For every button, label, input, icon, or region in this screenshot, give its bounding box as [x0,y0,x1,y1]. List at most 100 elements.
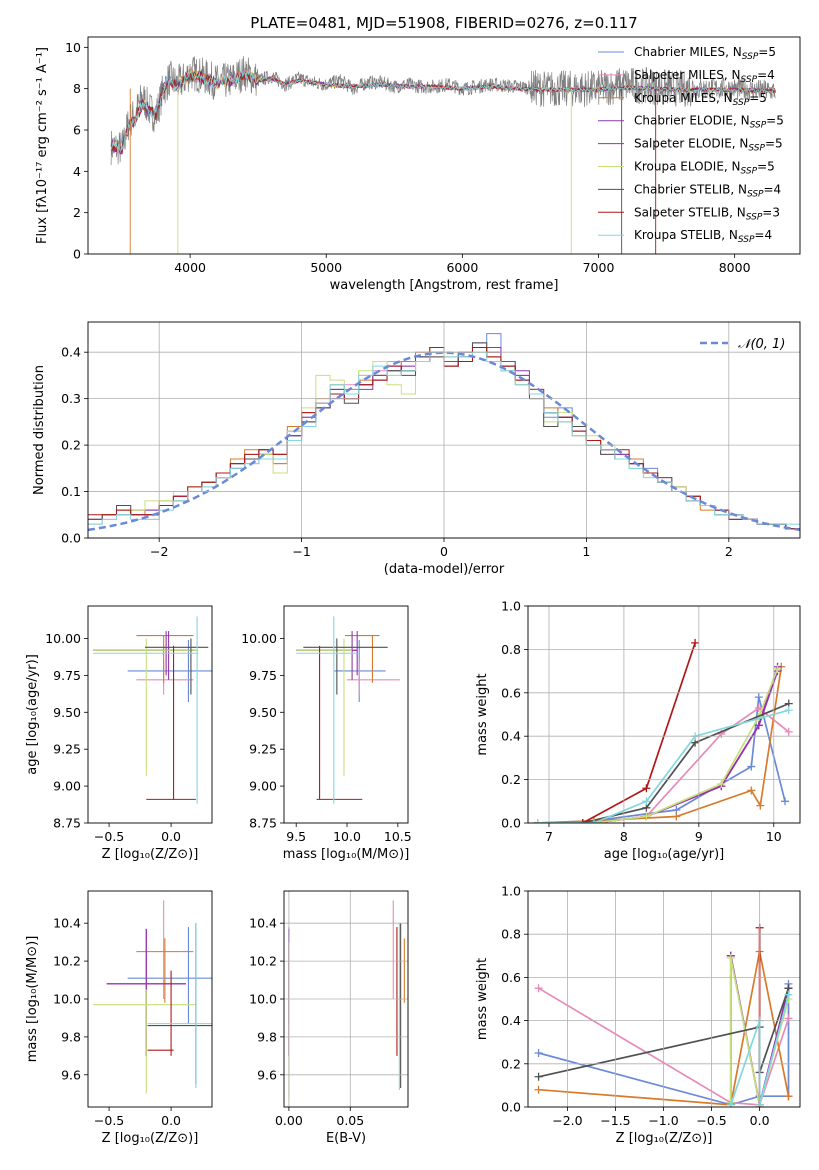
legend-entry: Kroupa ELODIE, NSSP=5 [634,160,775,177]
y-axis-label: mass weight [475,673,490,755]
x-tick-label: 4000 [174,260,206,275]
x-tick-label: −1 [292,544,310,559]
series-line-salpeter-stelib [582,642,696,823]
data-point-marker [691,638,700,647]
data-point-marker [534,1072,543,1081]
y-tick-label: 9.8 [61,1029,81,1044]
plot-area-massweight_vs_age [533,638,793,823]
axes-frame [527,890,801,1108]
legend-tail: =4 [757,68,775,82]
legend-text: Chabrier ELODIE, N [634,114,750,128]
y-tick-label: 1.0 [501,599,521,614]
data-point-marker [578,819,587,823]
x-tick-label: 0.0 [161,1113,181,1128]
x-tick-label: 5000 [310,260,342,275]
axes-frame [87,890,213,1108]
legend-sub: SSP [741,167,758,177]
x-tick-label: 8 [620,829,628,844]
y-tick-label: 10.00 [241,631,277,646]
legend-tail: =5 [758,45,776,59]
axes-age_vs_mass: 9.5 10.0 10.5 8.75 9.00 9.25 9.50 9.75 10.00 mass… [241,605,412,862]
legend-text: Chabrier STELIB, N [634,182,747,196]
legend-entry: Chabrier STELIB, NSSP=4 [634,182,781,199]
y-tick-label: 0.8 [501,927,521,942]
x-tick-label: 0.00 [275,1113,303,1128]
legend-text: Kroupa MILES, N [634,91,733,105]
x-tick-label: −2 [150,544,168,559]
data-point-marker [756,801,765,810]
x-tick-label: 0.0 [750,1113,770,1128]
y-tick-label: 0.6 [501,685,521,700]
x-axis-label: Z [log₁₀(Z/Z⊙)] [102,847,199,862]
y-tick-label: 9.00 [53,779,81,794]
data-point-marker [773,664,782,673]
y-tick-label: 9.25 [249,742,277,757]
data-point-marker [589,819,598,823]
data-point-marker [642,784,651,793]
legend-tail: =4 [764,182,782,196]
data-point-marker [784,990,793,999]
y-tick-label: 10.0 [53,992,81,1007]
y-tick-label: 4 [73,164,81,179]
model-line-kroupa-stelib [110,69,776,152]
y-tick-label: 1.0 [501,884,521,899]
axes-frame [87,605,213,824]
axes-frame [527,605,801,824]
legend-tail: =5 [757,160,775,174]
y-tick-label: 8.75 [249,816,277,831]
legend-text: Kroupa STELIB, N [634,228,738,242]
x-tick-label: 8000 [719,260,751,275]
data-point-marker [642,797,651,806]
x-axis-label: mass [log₁₀(M/M⊙)] [283,847,410,862]
x-tick-label: 10.0 [333,829,361,844]
legend-text: Chabrier MILES, N [634,45,742,59]
y-tick-label: 0.0 [61,531,81,546]
y-tick-label: 9.00 [249,779,277,794]
legend-sub: SSP [738,235,755,245]
plot-area-mass_vs_Z [92,900,212,1094]
y-tick-label: 9.6 [257,1067,277,1082]
data-point-marker [784,727,793,736]
legend-sub: SSP [733,98,750,108]
y-tick-label: 9.8 [257,1029,277,1044]
legend-entry: Salpeter STELIB, NSSP=3 [634,205,780,222]
legend-entry: Kroupa STELIB, NSSP=4 [634,228,772,245]
y-tick-label: 9.75 [249,668,277,683]
data-point-marker [754,693,763,702]
x-tick-label: −1.0 [648,1113,678,1128]
y-tick-label: 9.75 [53,668,81,683]
x-tick-label: 0.05 [336,1113,364,1128]
plot-area-age_vs_Z [92,616,212,804]
y-tick-label: 10 [65,40,81,55]
y-axis-label: Normed distribution [32,365,47,495]
y-tick-label: 10.4 [249,916,277,931]
y-tick-label: 0.0 [501,1100,521,1115]
x-tick-label: 0.0 [161,829,181,844]
chart-title: PLATE=0481, MJD=51908, FIBERID=0276, z=0… [250,14,637,32]
y-tick-label: 0.0 [501,816,521,831]
y-tick-label: 10.4 [53,916,81,931]
legend-text: Salpeter STELIB, N [634,205,746,219]
data-point-marker [726,1100,735,1107]
y-axis-label: Flux [fλ10⁻¹⁷ erg cm⁻² s⁻¹ A⁻¹] [35,47,50,244]
y-tick-label: 9.6 [61,1067,81,1082]
axes-residuals: −2 −1 0 1 2 0.0 0.1 0.2 0.3 0.4 (data-model)/error… [32,321,801,577]
x-tick-label: 6000 [446,260,478,275]
y-tick-label: 9.25 [53,742,81,757]
y-tick-label: 0.3 [61,391,81,406]
y-axis-label: mass weight [475,958,490,1040]
y-tick-label: 10.00 [45,631,81,646]
legend-tail: =3 [762,205,780,219]
data-point-marker [747,762,756,771]
legend-entry: Chabrier MILES, NSSP=5 [634,45,776,62]
data-point-marker [534,1049,543,1057]
x-tick-label: −2.0 [552,1113,582,1128]
legend-sub: SSP [748,144,765,154]
x-tick-label: 10 [766,829,782,844]
y-tick-label: 10.2 [249,954,277,969]
data-point-marker [781,797,790,806]
legend-entry: Kroupa MILES, NSSP=5 [634,91,767,108]
y-tick-label: 8.75 [53,816,81,831]
x-tick-label: 7 [545,829,553,844]
